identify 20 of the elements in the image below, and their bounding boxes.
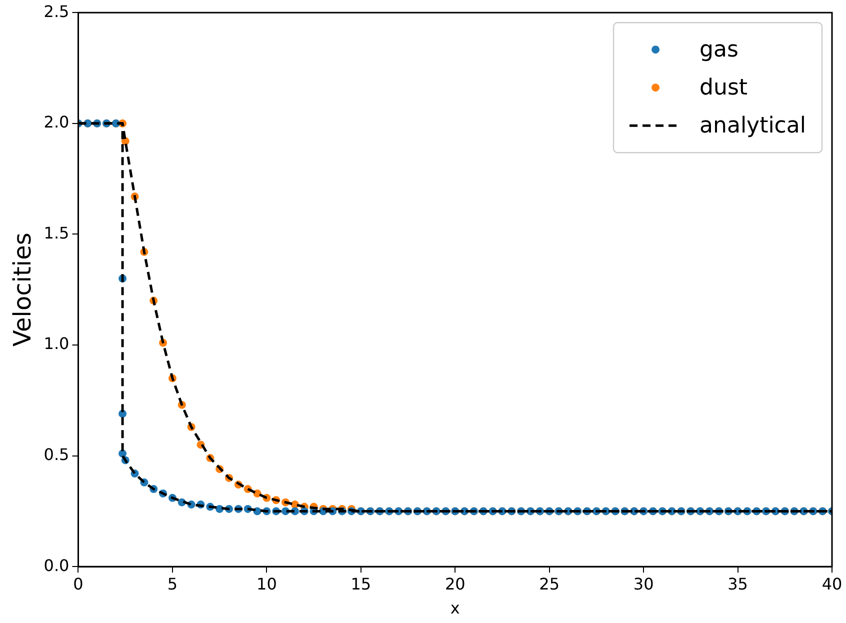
x-tick-label: 20 <box>444 574 466 594</box>
y-tick-label: 1.5 <box>44 223 70 242</box>
legend-label: gas <box>700 37 738 62</box>
legend-label: dust <box>700 75 748 100</box>
y-tick-label: 0.0 <box>44 556 70 575</box>
x-tick-label: 35 <box>728 574 748 594</box>
x-tick-label: 0 <box>73 574 84 594</box>
x-tick-label: 25 <box>539 574 560 594</box>
x-tick-label: 40 <box>822 574 842 594</box>
x-tick-label: 10 <box>256 574 277 594</box>
x-axis-title: x <box>450 598 460 618</box>
y-axis-title: Velocities <box>8 232 37 347</box>
y-tick-label: 0.5 <box>44 444 70 464</box>
y-tick-label: 2.0 <box>44 112 70 132</box>
x-tick-label: 30 <box>633 574 654 594</box>
y-tick-label: 2.5 <box>44 2 70 21</box>
x-tick-label: 5 <box>167 574 178 594</box>
x-tick-label: 15 <box>350 574 372 594</box>
y-tick-label: 1.0 <box>44 334 70 354</box>
legend-label: analytical <box>700 113 806 138</box>
